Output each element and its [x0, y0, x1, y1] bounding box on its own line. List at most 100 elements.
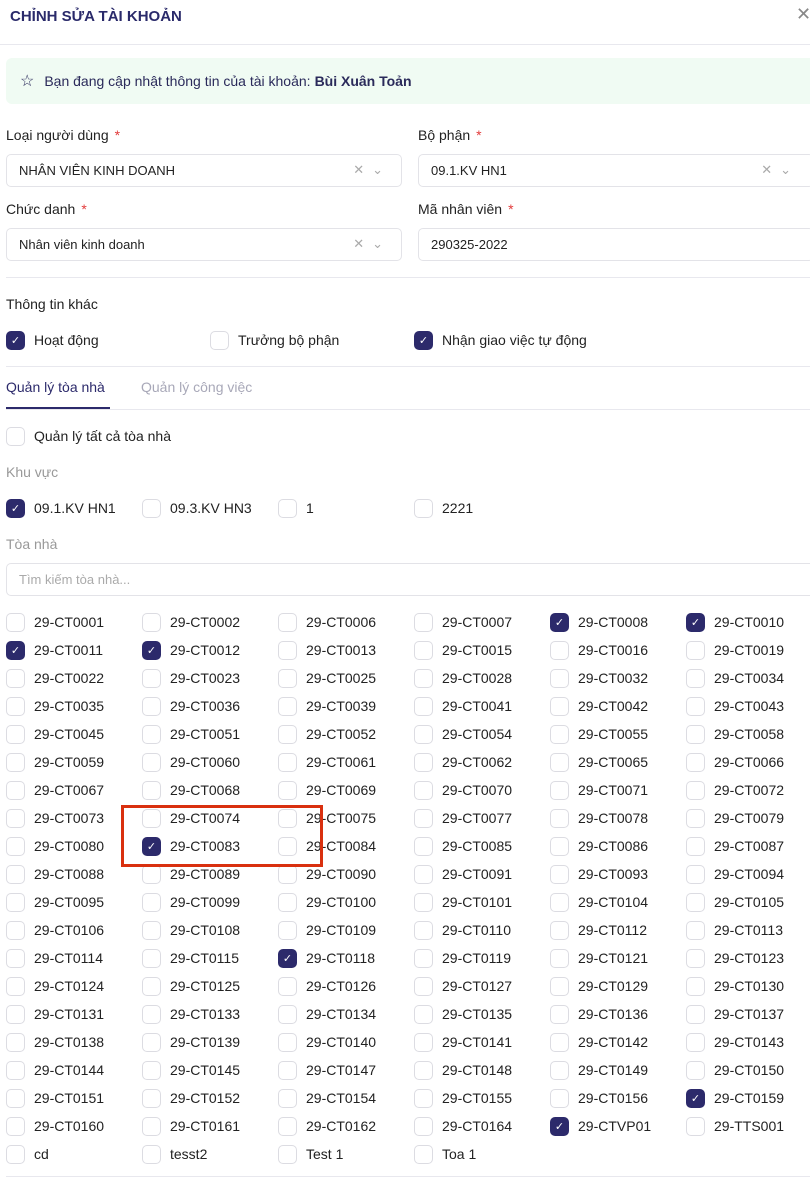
checkbox-icon[interactable] [142, 808, 161, 828]
building-checkbox[interactable]: 29-CT0071 [550, 779, 684, 801]
checkbox-icon[interactable] [550, 724, 569, 744]
checkbox-icon[interactable] [6, 1144, 25, 1164]
checkbox-icon[interactable] [6, 948, 25, 968]
checkbox-icon[interactable] [414, 668, 433, 688]
building-checkbox[interactable]: 29-CT0156 [550, 1087, 684, 1109]
checkbox-icon[interactable] [278, 696, 297, 716]
building-checkbox[interactable]: 29-CT0114 [6, 947, 140, 969]
building-checkbox[interactable]: ✓ 29-CT0159 [686, 1087, 810, 1109]
building-checkbox[interactable]: ✓ 29-CT0011 [6, 639, 140, 661]
building-checkbox[interactable]: 29-CT0119 [414, 947, 548, 969]
building-checkbox[interactable]: 29-CT0039 [278, 695, 412, 717]
building-checkbox[interactable]: 29-CT0091 [414, 863, 548, 885]
building-checkbox[interactable]: 29-CT0121 [550, 947, 684, 969]
checkbox-icon[interactable] [142, 498, 161, 518]
checkbox-icon[interactable] [278, 1088, 297, 1108]
region-checkbox[interactable]: 09.3.KV HN3 [142, 497, 276, 519]
building-checkbox[interactable]: 29-CT0115 [142, 947, 276, 969]
building-checkbox[interactable]: 29-CT0135 [414, 1003, 548, 1025]
checkbox-icon[interactable] [142, 1116, 161, 1136]
checkbox-icon[interactable] [686, 836, 705, 856]
checkbox-icon[interactable] [414, 920, 433, 940]
building-checkbox[interactable]: Test 1 [278, 1143, 412, 1165]
checkbox-icon[interactable] [6, 696, 25, 716]
checkbox-icon[interactable] [278, 498, 297, 518]
checkbox-icon[interactable] [6, 808, 25, 828]
building-checkbox[interactable]: 29-CT0034 [686, 667, 810, 689]
checkbox-icon[interactable] [686, 780, 705, 800]
checkbox-icon[interactable] [142, 1144, 161, 1164]
building-checkbox[interactable]: ✓ 29-CTVP01 [550, 1115, 684, 1137]
checkbox-icon[interactable] [414, 1060, 433, 1080]
checkbox-checked-icon[interactable]: ✓ [278, 948, 297, 968]
building-checkbox[interactable]: 29-CT0066 [686, 751, 810, 773]
checkbox-icon[interactable] [550, 808, 569, 828]
tab-building-management[interactable]: Quản lý tòa nhà [6, 379, 105, 395]
building-checkbox[interactable]: 29-CT0045 [6, 723, 140, 745]
building-checkbox[interactable]: 29-CT0023 [142, 667, 276, 689]
building-checkbox[interactable]: 29-CT0108 [142, 919, 276, 941]
checkbox-icon[interactable] [414, 696, 433, 716]
checkbox-checked-icon[interactable]: ✓ [550, 1116, 569, 1136]
building-checkbox[interactable]: 29-CT0069 [278, 779, 412, 801]
checkbox-icon[interactable] [210, 330, 229, 350]
building-checkbox[interactable]: 29-CT0142 [550, 1031, 684, 1053]
building-checkbox[interactable]: 29-CT0130 [686, 975, 810, 997]
checkbox-icon[interactable] [686, 668, 705, 688]
checkbox-icon[interactable] [550, 1088, 569, 1108]
checkbox-icon[interactable] [550, 892, 569, 912]
tab-task-management[interactable]: Quản lý công việc [141, 379, 253, 395]
building-checkbox[interactable]: 29-CT0126 [278, 975, 412, 997]
checkbox-icon[interactable] [278, 1004, 297, 1024]
building-checkbox[interactable]: 29-CT0138 [6, 1031, 140, 1053]
checkbox-icon[interactable] [278, 640, 297, 660]
building-checkbox[interactable]: 29-CT0052 [278, 723, 412, 745]
building-checkbox[interactable]: 29-CT0112 [550, 919, 684, 941]
building-checkbox[interactable]: 29-CT0151 [6, 1087, 140, 1109]
building-checkbox[interactable]: 29-CT0060 [142, 751, 276, 773]
checkbox-icon[interactable] [6, 1088, 25, 1108]
checkbox-icon[interactable] [550, 1004, 569, 1024]
checkbox-icon[interactable] [686, 920, 705, 940]
checkbox-icon[interactable] [550, 948, 569, 968]
checkbox-icon[interactable] [142, 668, 161, 688]
checkbox-icon[interactable] [686, 724, 705, 744]
checkbox-icon[interactable] [6, 668, 25, 688]
checkbox-icon[interactable] [6, 1060, 25, 1080]
checkbox-icon[interactable] [414, 498, 433, 518]
checkbox-icon[interactable] [6, 426, 25, 446]
checkbox-icon[interactable] [142, 696, 161, 716]
building-checkbox[interactable]: 29-CT0002 [142, 611, 276, 633]
building-checkbox[interactable]: tesst2 [142, 1143, 276, 1165]
building-checkbox[interactable]: 29-CT0007 [414, 611, 548, 633]
building-checkbox[interactable]: 29-CT0051 [142, 723, 276, 745]
building-checkbox[interactable]: 29-CT0125 [142, 975, 276, 997]
employee-code-input[interactable]: 290325-2022 [418, 228, 810, 261]
checkbox-icon[interactable] [278, 612, 297, 632]
building-checkbox[interactable]: 29-CT0106 [6, 919, 140, 941]
building-checkbox[interactable]: 29-CT0072 [686, 779, 810, 801]
building-checkbox[interactable]: 29-CT0055 [550, 723, 684, 745]
building-checkbox[interactable]: 29-CT0019 [686, 639, 810, 661]
building-checkbox[interactable]: 29-CT0148 [414, 1059, 548, 1081]
building-checkbox[interactable]: 29-CT0129 [550, 975, 684, 997]
checkbox-icon[interactable] [6, 920, 25, 940]
checkbox-checked-icon[interactable]: ✓ [414, 330, 433, 350]
building-checkbox[interactable]: 29-CT0035 [6, 695, 140, 717]
building-checkbox[interactable]: 29-CT0154 [278, 1087, 412, 1109]
checkbox-icon[interactable] [278, 1144, 297, 1164]
building-checkbox[interactable]: 29-CT0094 [686, 863, 810, 885]
checkbox-icon[interactable] [6, 780, 25, 800]
checkbox-checked-icon[interactable]: ✓ [142, 640, 161, 660]
building-checkbox[interactable]: Toa 1 [414, 1143, 548, 1165]
building-checkbox[interactable]: 29-CT0065 [550, 751, 684, 773]
building-checkbox[interactable]: 29-CT0101 [414, 891, 548, 913]
checkbox-icon[interactable] [278, 808, 297, 828]
auto-assign-checkbox[interactable]: ✓ Nhận giao việc tự động [414, 329, 714, 351]
building-checkbox[interactable]: 29-CT0070 [414, 779, 548, 801]
checkbox-icon[interactable] [686, 640, 705, 660]
region-checkbox[interactable]: 1 [278, 497, 412, 519]
checkbox-icon[interactable] [550, 668, 569, 688]
building-checkbox[interactable]: 29-CT0141 [414, 1031, 548, 1053]
checkbox-icon[interactable] [550, 1060, 569, 1080]
